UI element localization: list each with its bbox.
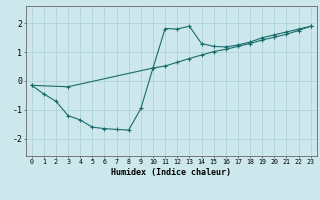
X-axis label: Humidex (Indice chaleur): Humidex (Indice chaleur) [111,168,231,177]
